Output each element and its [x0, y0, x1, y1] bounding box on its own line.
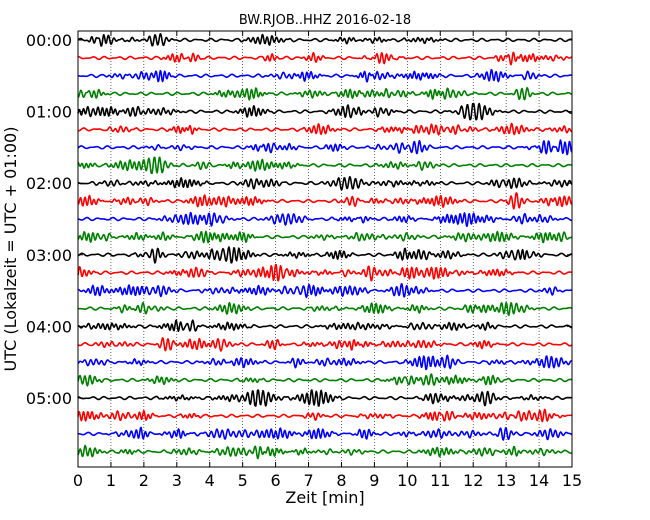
trace-line [77, 68, 573, 83]
x-tick-label: 1 [106, 471, 116, 490]
x-tick-label: 3 [172, 471, 182, 490]
trace-line [77, 87, 573, 101]
trace-line [77, 139, 573, 156]
x-tick-label: 5 [238, 471, 248, 490]
x-tick-label: 15 [562, 471, 582, 490]
trace-line [77, 373, 573, 387]
y-axis-label: UTC (Lokalzeit = UTC + 01:00) [1, 127, 20, 372]
trace-line [77, 51, 573, 66]
x-tick-label: 4 [205, 471, 215, 490]
y-tick-label: 01:00 [26, 103, 72, 122]
y-tick-label: 00:00 [26, 31, 72, 50]
trace-line [77, 444, 573, 460]
x-tick-label: 11 [430, 471, 450, 490]
axes-frame [77, 30, 573, 468]
trace-line [77, 176, 573, 191]
trace-line [77, 156, 573, 175]
trace-line [77, 102, 573, 121]
x-tick-label: 8 [336, 471, 346, 490]
y-tick-label: 04:00 [26, 317, 72, 336]
x-axis-ticks: 0 1 2 3 4 5 6 7 8 9 10 11 12 13 14 15 [73, 31, 582, 490]
x-tick-label: 10 [397, 471, 417, 490]
y-axis-ticks: 00:00 01:00 02:00 03:00 04:00 05:00 [26, 31, 572, 408]
y-tick-label: 03:00 [26, 246, 72, 265]
grid-lines [110, 31, 540, 467]
trace-line [77, 301, 573, 317]
x-tick-label: 6 [271, 471, 281, 490]
x-tick-label: 9 [369, 471, 379, 490]
trace-line [77, 389, 573, 407]
x-tick-label: 14 [529, 471, 549, 490]
trace-line [77, 337, 573, 352]
trace-line [77, 283, 573, 299]
x-tick-label: 13 [496, 471, 516, 490]
trace-line [77, 122, 573, 136]
chart-title: BW.RJOB..HHZ 2016-02-18 [239, 13, 411, 28]
trace-line [77, 192, 573, 210]
trace-line [77, 211, 573, 227]
x-tick-label: 12 [463, 471, 483, 490]
trace-line [77, 33, 573, 47]
trace-line [77, 263, 573, 282]
x-tick-label: 0 [73, 471, 83, 490]
seismic-traces [77, 33, 573, 460]
trace-line [77, 319, 573, 332]
trace-line [77, 354, 573, 371]
trace-line [77, 408, 573, 423]
x-tick-label: 7 [303, 471, 313, 490]
trace-line [77, 426, 573, 441]
y-tick-label: 02:00 [26, 174, 72, 193]
trace-line [77, 246, 573, 264]
y-tick-label: 05:00 [26, 389, 72, 408]
trace-line [77, 230, 573, 244]
x-axis-label: Zeit [min] [285, 488, 364, 507]
x-tick-label: 2 [139, 471, 149, 490]
